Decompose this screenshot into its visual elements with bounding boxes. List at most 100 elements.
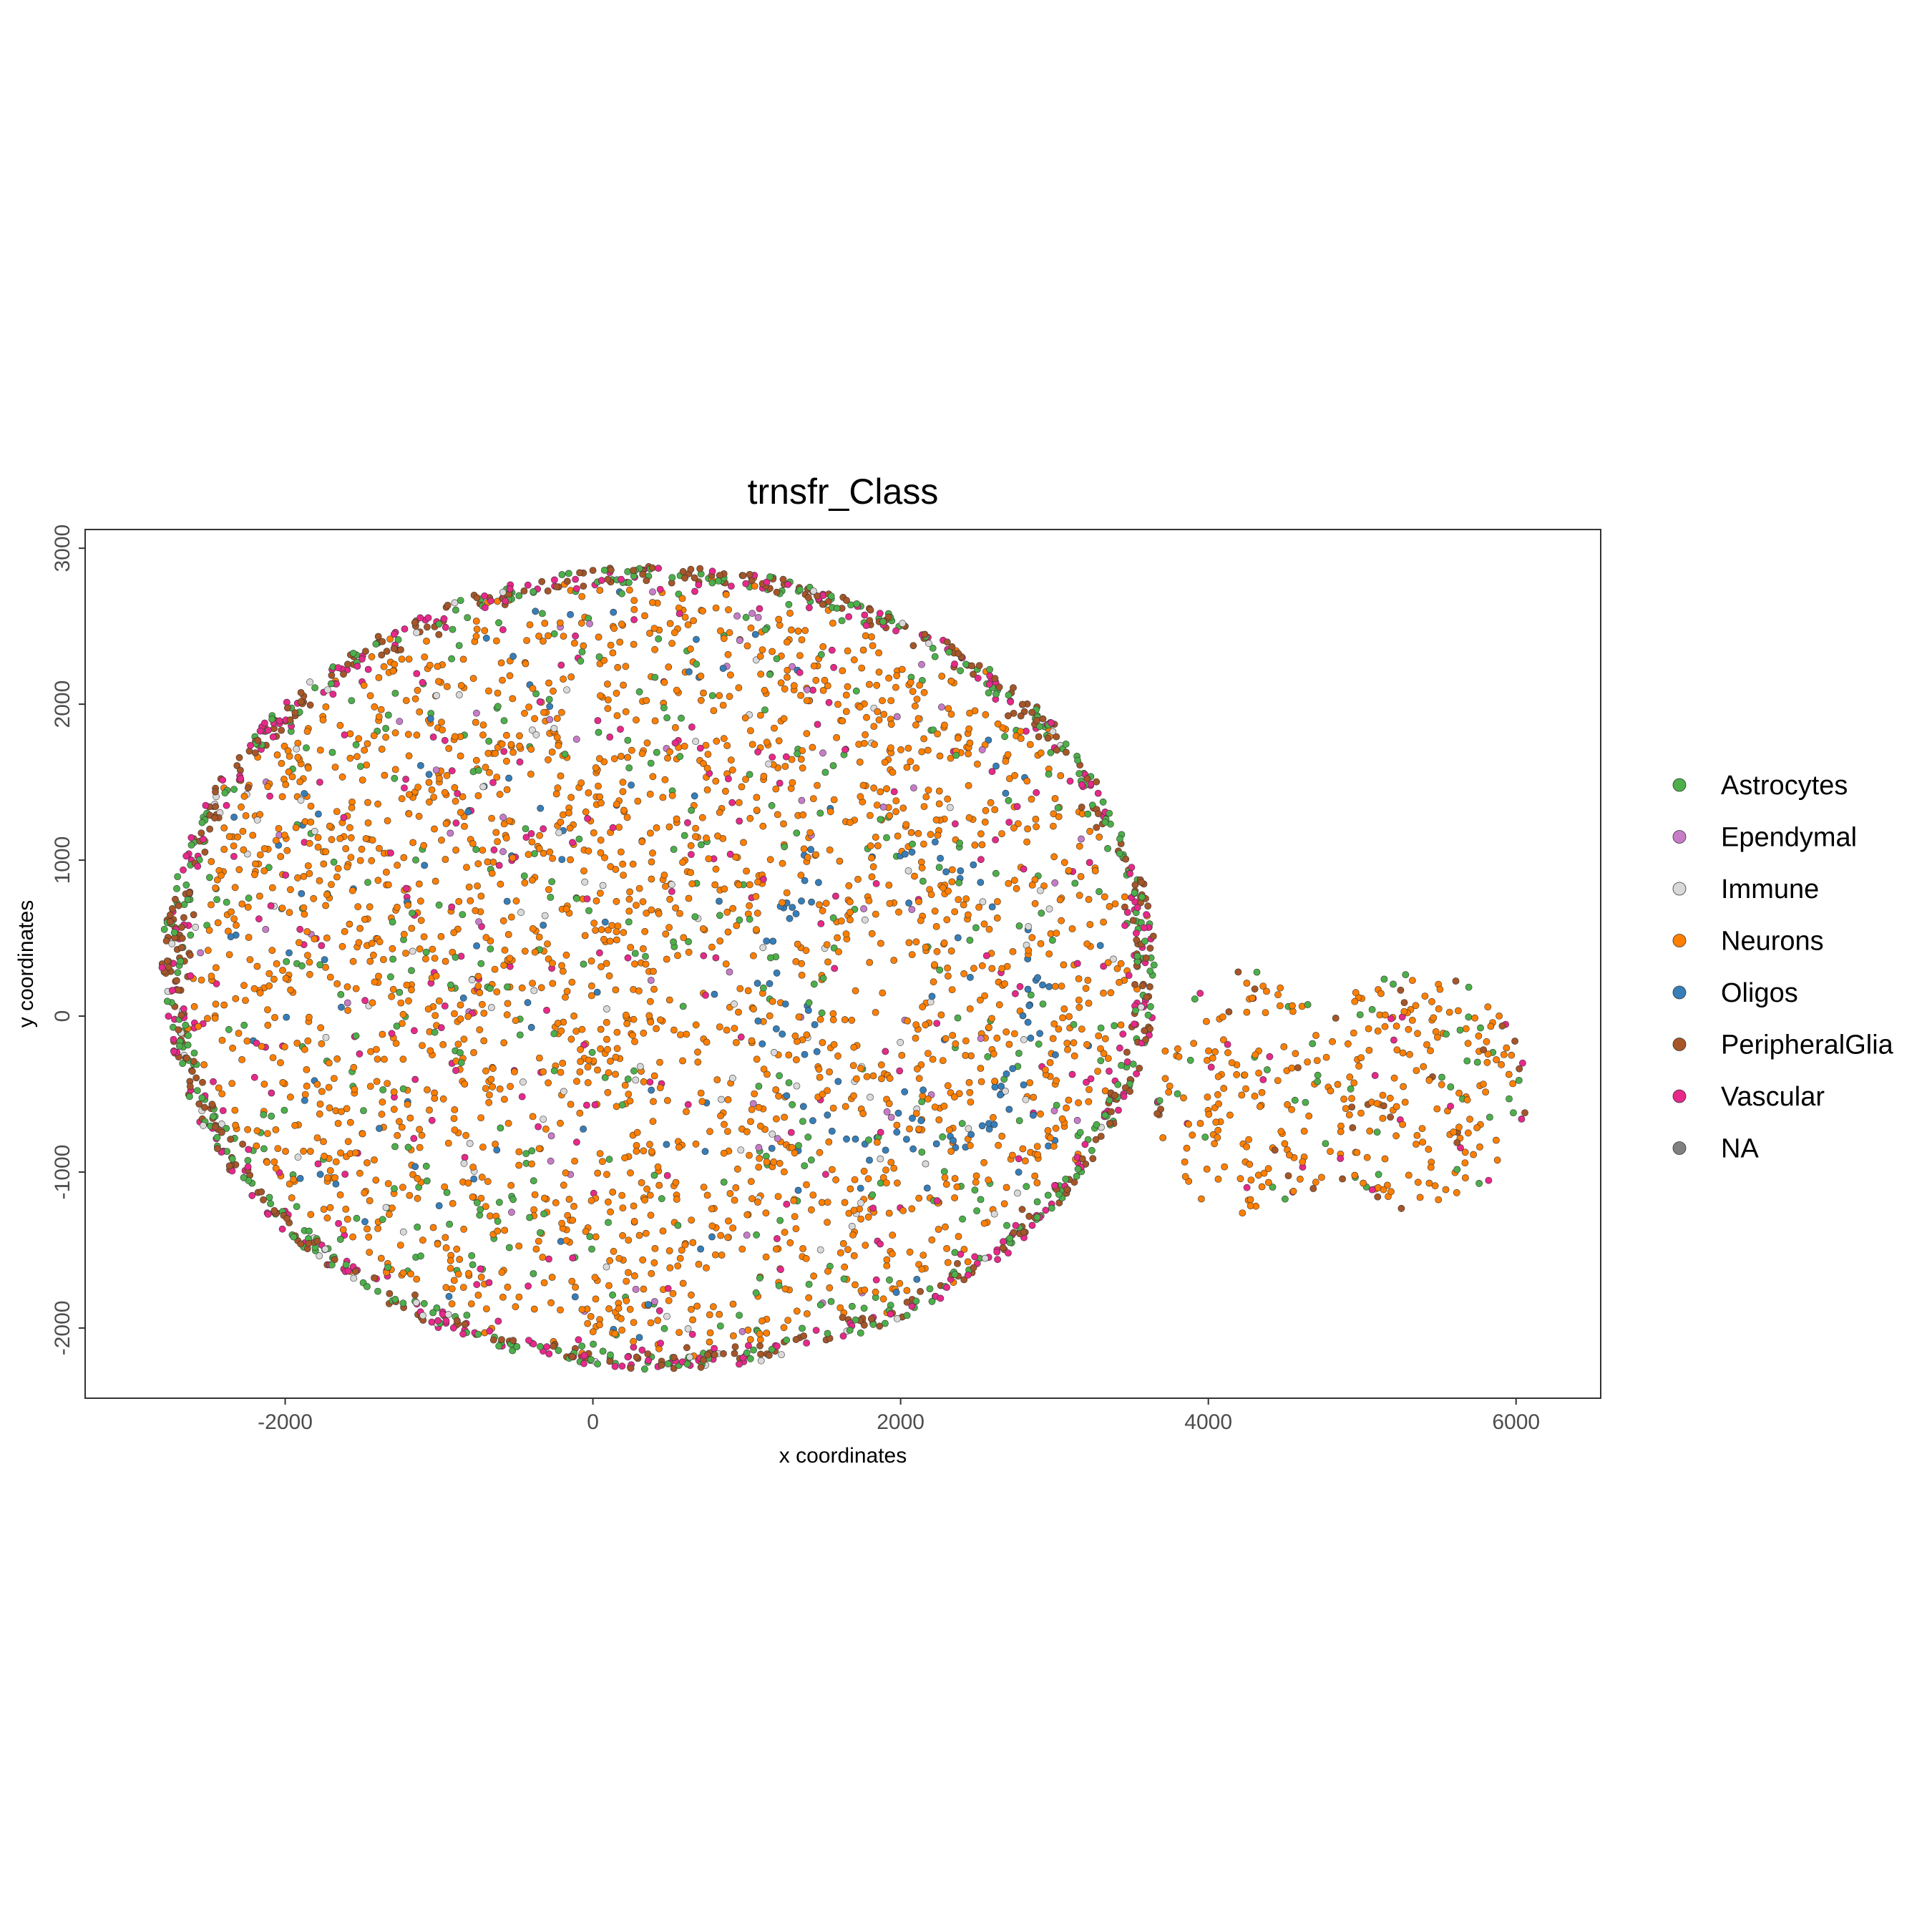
cell-point-neurons — [523, 637, 530, 644]
cell-point-vascular — [1119, 1030, 1127, 1038]
cell-point-neurons — [328, 836, 336, 844]
y-axis-title: y coordinates — [14, 900, 38, 1028]
cell-point-vascular — [933, 1020, 941, 1027]
cell-point-neurons — [1204, 1093, 1211, 1101]
cell-point-neurons — [416, 1126, 423, 1133]
cell-point-vascular — [671, 739, 679, 747]
cell-point-neurons — [892, 683, 899, 691]
cell-point-peripheralglia — [1131, 881, 1139, 889]
cell-point-astrocytes — [435, 620, 443, 628]
cell-point-neurons — [283, 847, 291, 854]
cell-point-neurons — [231, 884, 239, 892]
cell-point-peripheralglia — [550, 1342, 557, 1350]
cell-point-neurons — [589, 1328, 597, 1336]
cell-point-oligos — [435, 1202, 443, 1209]
cell-point-neurons — [872, 1009, 879, 1016]
cell-point-vascular — [296, 925, 304, 933]
cell-point-neurons — [311, 935, 318, 943]
cell-point-neurons — [781, 763, 789, 770]
cell-point-neurons — [592, 764, 600, 771]
cell-point-neurons — [303, 1083, 311, 1090]
cell-point-astrocytes — [824, 1330, 831, 1337]
cell-point-neurons — [472, 756, 480, 764]
cell-point-astrocytes — [443, 1189, 451, 1196]
cell-point-astrocytes — [205, 874, 213, 882]
cell-point-neurons — [1063, 1104, 1070, 1112]
cell-point-neurons — [536, 831, 543, 839]
cell-point-neurons — [552, 1199, 560, 1206]
cell-point-astrocytes — [641, 1365, 648, 1373]
cell-point-peripheralglia — [670, 1354, 678, 1361]
cell-point-astrocytes — [391, 1185, 398, 1192]
cell-point-astrocytes — [877, 816, 884, 823]
cell-point-neurons — [826, 808, 834, 816]
cell-point-neurons — [919, 1092, 927, 1100]
cell-point-neurons — [448, 1285, 456, 1292]
cell-point-neurons — [220, 1001, 228, 1009]
cell-point-vascular — [760, 875, 767, 883]
cell-point-neurons — [687, 645, 694, 653]
cell-point-ependymal — [743, 1231, 751, 1239]
cell-point-peripheralglia — [1089, 1155, 1097, 1163]
cell-point-neurons — [436, 774, 443, 782]
cell-point-astrocytes — [561, 751, 569, 758]
cell-point-neurons — [1011, 877, 1018, 884]
cell-point-neurons — [760, 1065, 768, 1073]
cell-point-neurons — [562, 951, 570, 959]
cell-point-immune — [810, 587, 817, 595]
cell-point-ependymal — [819, 749, 826, 757]
cell-point-neurons — [419, 1236, 426, 1244]
cell-point-peripheralglia — [1143, 993, 1151, 1001]
cell-point-neurons — [474, 792, 482, 799]
cell-point-peripheralglia — [731, 1350, 738, 1357]
cell-point-neurons — [1065, 1096, 1073, 1104]
cell-point-neurons — [1239, 1209, 1246, 1216]
cell-point-peripheralglia — [644, 1350, 652, 1357]
cell-point-immune — [192, 923, 200, 931]
cell-point-astrocytes — [550, 630, 558, 638]
cell-point-neurons — [250, 871, 258, 879]
cell-point-neurons — [577, 1045, 584, 1053]
cell-point-neurons — [716, 692, 723, 700]
cell-point-astrocytes — [716, 1322, 724, 1330]
cell-point-peripheralglia — [1025, 1212, 1033, 1220]
cell-point-neurons — [557, 819, 565, 826]
cell-point-neurons — [922, 1021, 930, 1029]
cell-point-neurons — [1286, 1151, 1293, 1159]
cell-point-neurons — [867, 842, 874, 850]
cell-point-vascular — [611, 1362, 619, 1370]
cell-point-astrocytes — [423, 1177, 431, 1185]
cell-point-neurons — [613, 928, 620, 935]
cell-point-neurons — [1113, 965, 1121, 972]
cell-point-neurons — [940, 939, 948, 947]
cell-point-peripheralglia — [1521, 1109, 1528, 1116]
cell-point-neurons — [280, 1043, 288, 1050]
cell-point-neurons — [477, 1114, 484, 1121]
cell-point-vascular — [1121, 922, 1128, 930]
cell-point-neurons — [280, 831, 288, 839]
cell-point-neurons — [1322, 1053, 1330, 1061]
cell-point-astrocytes — [746, 1355, 754, 1362]
cell-point-neurons — [1097, 1045, 1104, 1053]
cell-point-neurons — [1386, 1094, 1394, 1102]
cell-point-neurons — [887, 744, 894, 751]
cell-point-astrocytes — [1027, 991, 1035, 999]
cell-point-neurons — [479, 731, 487, 739]
cell-point-neurons — [457, 752, 464, 760]
cell-point-vascular — [316, 779, 323, 786]
cell-point-astrocytes — [849, 1302, 856, 1310]
cell-point-vascular — [951, 660, 958, 668]
cell-point-neurons — [724, 1128, 731, 1135]
cell-point-astrocytes — [283, 958, 291, 965]
cell-point-neurons — [1264, 1165, 1272, 1173]
cell-point-neurons — [290, 1176, 297, 1184]
cell-point-neurons — [912, 721, 919, 728]
cell-point-oligos — [954, 934, 962, 942]
cell-point-neurons — [1476, 1143, 1483, 1151]
legend-key-neurons — [1672, 934, 1687, 947]
cell-point-peripheralglia — [948, 643, 956, 650]
cell-point-vascular — [341, 1171, 349, 1178]
cell-point-neurons — [673, 686, 680, 694]
cell-point-neurons — [612, 986, 620, 994]
cell-point-immune — [444, 1311, 452, 1318]
